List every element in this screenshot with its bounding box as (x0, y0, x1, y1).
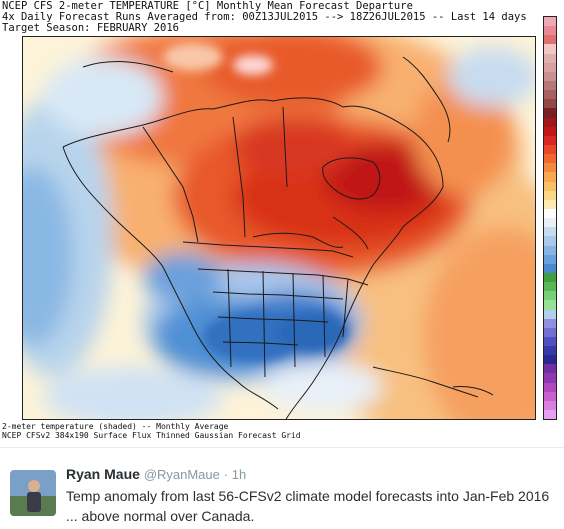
color-scale-swatch (544, 382, 556, 392)
color-scale-swatch (544, 71, 556, 81)
color-scale-swatch (544, 272, 556, 283)
color-scale-swatch (544, 400, 556, 411)
color-scale-swatch (544, 108, 556, 118)
author-name[interactable]: Ryan Maue (66, 466, 140, 482)
map-title: NCEP CFS 2-meter TEMPERATURE [°C] Monthl… (2, 0, 413, 12)
color-scale-swatch (544, 80, 556, 91)
color-scale-swatch (544, 318, 556, 328)
color-scale-swatch (544, 190, 556, 200)
color-scale-swatch (544, 355, 556, 365)
color-scale-swatch (544, 154, 556, 164)
author-handle[interactable]: @RyanMaue (143, 467, 220, 482)
color-scale-swatch (544, 144, 556, 155)
color-scale-swatch (544, 99, 556, 109)
color-scale-swatch (544, 62, 556, 72)
color-scale-bar (543, 16, 557, 420)
map-image (23, 37, 535, 419)
color-scale-swatch (544, 44, 556, 54)
color-scale-swatch (544, 236, 556, 246)
temperature-anomaly-map (22, 36, 536, 420)
map-footnote-2: NCEP CFSv2 384x190 Surface Flux Thinned … (2, 431, 301, 440)
color-scale-swatch (544, 181, 556, 191)
color-scale-swatch (544, 135, 556, 145)
color-scale-swatch (544, 208, 556, 219)
color-scale-swatch (544, 291, 556, 301)
color-scale-swatch (544, 245, 556, 255)
color-scale-swatch (544, 126, 556, 136)
color-scale-swatch (544, 263, 556, 273)
color-scale-swatch (544, 227, 556, 237)
tweet-author: Ryan Maue @RyanMaue · 1h (66, 466, 246, 482)
color-scale-swatch (544, 163, 556, 173)
map-subtitle: 4x Daily Forecast Runs Averaged from: 00… (2, 11, 527, 23)
color-scale-swatch (544, 309, 556, 319)
color-scale-swatch (544, 172, 556, 182)
color-scale-swatch (544, 199, 556, 209)
color-scale-swatch (544, 17, 556, 27)
color-scale-swatch (544, 35, 556, 45)
color-scale-swatch (544, 117, 556, 127)
color-scale-swatch (544, 336, 556, 347)
color-scale-swatch (544, 26, 556, 36)
tweet-divider (0, 447, 564, 448)
color-scale-swatch (544, 391, 556, 401)
tweet-timestamp[interactable]: · 1h (223, 467, 247, 482)
color-scale-swatch (544, 254, 556, 264)
color-scale-swatch (544, 53, 556, 63)
color-scale-swatch (544, 327, 556, 337)
color-scale-swatch (544, 346, 556, 356)
color-scale-swatch (544, 410, 556, 420)
avatar[interactable] (10, 470, 56, 516)
target-season: Target Season: FEBRUARY 2016 (2, 22, 180, 34)
color-scale-swatch (544, 300, 556, 310)
tweet-card[interactable]: Ryan Maue @RyanMaue · 1h Temp anomaly fr… (0, 448, 564, 529)
tweet-text: Temp anomaly from last 56-CFSv2 climate … (66, 488, 550, 524)
color-scale-swatch (544, 90, 556, 100)
color-scale-swatch (544, 282, 556, 292)
map-footnote-1: 2-meter temperature (shaded) -- Monthly … (2, 422, 229, 431)
color-scale-swatch (544, 364, 556, 374)
color-scale-swatch (544, 373, 556, 383)
color-scale-swatch (544, 218, 556, 228)
